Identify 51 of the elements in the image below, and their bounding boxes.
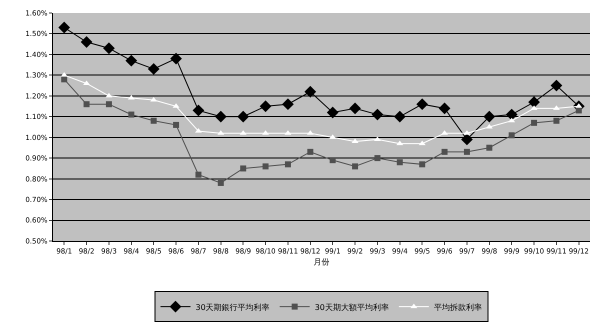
point [464, 148, 470, 155]
point [214, 110, 227, 122]
point [576, 107, 582, 114]
legend-label: 30天期大額平均利率 [314, 302, 389, 312]
point [506, 108, 518, 120]
point [150, 118, 157, 124]
point [173, 122, 180, 128]
point [486, 144, 492, 151]
point [125, 54, 138, 67]
point [128, 112, 134, 118]
point [282, 98, 294, 110]
point [106, 101, 112, 108]
point [326, 106, 339, 118]
point [396, 159, 403, 166]
x-axis-title: 月份 [314, 258, 330, 266]
point [349, 102, 361, 114]
point [170, 52, 182, 64]
point [483, 110, 496, 122]
point [372, 108, 384, 120]
point [237, 110, 250, 122]
point [531, 120, 538, 126]
point [508, 132, 515, 138]
point [61, 76, 68, 82]
point [553, 118, 560, 124]
point [442, 148, 448, 155]
point [352, 163, 358, 170]
point [195, 172, 202, 178]
legend-label: 30天期銀行平均利率 [196, 302, 270, 312]
point [80, 36, 92, 48]
point [419, 161, 426, 168]
point [84, 101, 90, 108]
point [148, 63, 160, 75]
point [330, 157, 336, 164]
point [528, 96, 540, 108]
point [374, 155, 380, 162]
point [416, 98, 428, 110]
point [394, 110, 406, 122]
point [461, 134, 473, 146]
point [438, 102, 450, 114]
legend-label: 平均拆款利率 [434, 302, 482, 312]
point [262, 163, 269, 170]
point [58, 22, 70, 34]
point [240, 165, 246, 172]
point [260, 100, 272, 112]
point [103, 42, 115, 54]
point [550, 80, 562, 92]
point [192, 104, 204, 116]
point [218, 180, 224, 186]
point [307, 148, 314, 155]
point [304, 86, 316, 98]
point [284, 161, 291, 168]
